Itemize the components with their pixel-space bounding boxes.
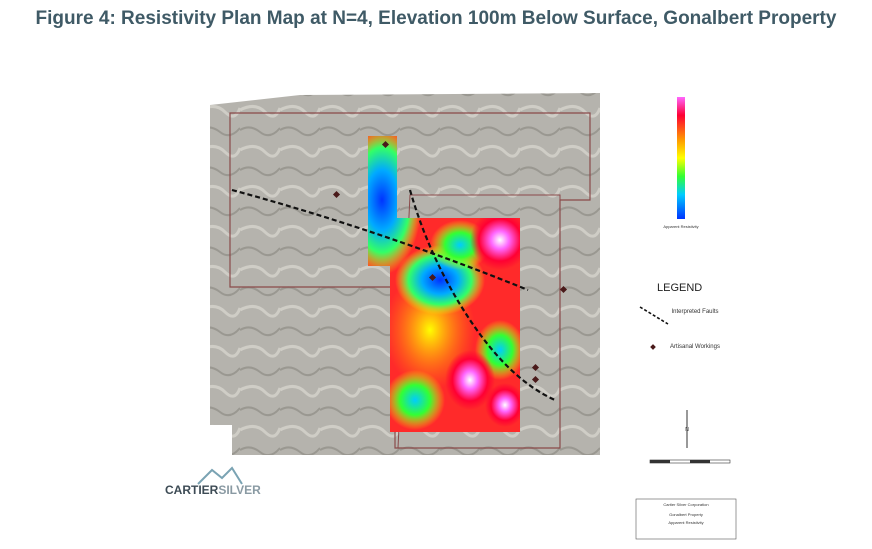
legend-fault-symbol <box>639 306 669 325</box>
figure-title: Figure 4: Resistivity Plan Map at N=4, E… <box>35 8 837 29</box>
logo-text: CARTIERSILVER <box>165 483 261 497</box>
legend-item: Artisanal Workings <box>670 344 720 350</box>
title-block-company: Cartier Silver Corporation <box>663 502 708 507</box>
colorbar <box>677 97 685 219</box>
legend-item: Interpreted Faults <box>671 309 718 315</box>
title-block-property: Gonalbert Property <box>669 512 703 517</box>
legend-working-symbol <box>650 344 656 350</box>
title-block-layer: Apparent Resistivity <box>668 520 703 525</box>
artisanal-workings <box>332 140 568 384</box>
north-label: N <box>685 427 689 433</box>
scale-bar-fill <box>690 460 710 463</box>
scale-bar-fill <box>650 460 670 463</box>
logo-mark <box>197 466 243 485</box>
title-block <box>635 498 737 540</box>
faults <box>231 188 556 402</box>
colorbar-label: Apparent Resistivity <box>663 224 698 229</box>
legend-title: LEGEND <box>657 282 702 294</box>
